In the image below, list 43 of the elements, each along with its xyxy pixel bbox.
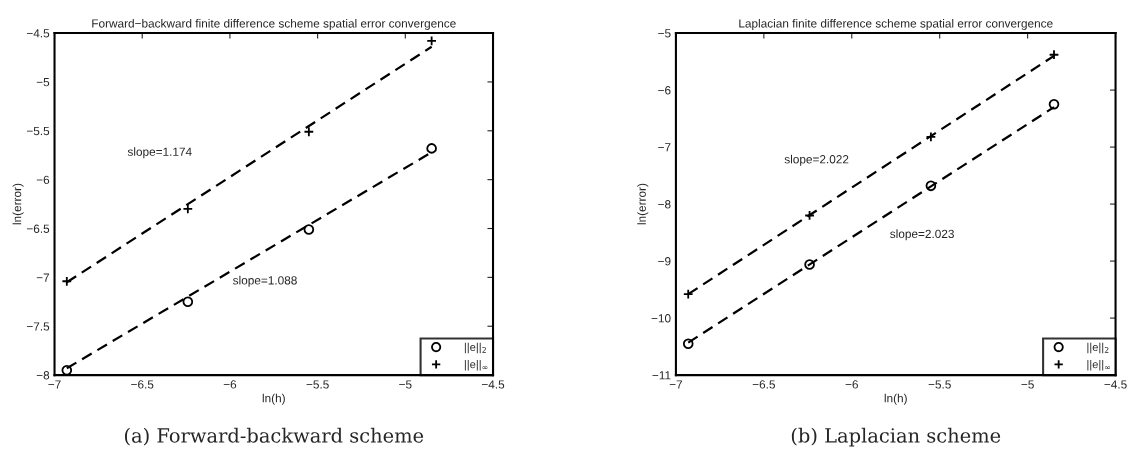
y-axis-title: ln(error) — [12, 183, 24, 225]
x-tick-label: −7 — [669, 380, 683, 389]
x-tick-label: −5 — [1021, 380, 1034, 389]
y-tick-label: −5.5 — [26, 126, 50, 136]
legend-label: ||e||$_{2}$ — [464, 342, 486, 354]
legend-label: ||e||$_{∞}$ — [464, 360, 488, 371]
y-tick-label: −6 — [36, 175, 50, 185]
chart-title: Forward−backward finite difference scheme spatial error convergence — [92, 18, 456, 30]
x-tick-label: −6.5 — [752, 380, 775, 389]
annotation: slope=2.023 — [890, 229, 954, 241]
y-tick-label: −4.5 — [26, 29, 50, 38]
annotation: slope=2.022 — [784, 154, 849, 166]
legend-label: ||e||$_{∞}$ — [1087, 360, 1110, 371]
x-tick-label: −4.5 — [1104, 380, 1127, 389]
x-tick-label: −6 — [845, 380, 858, 389]
x-tick-label: −6.5 — [131, 380, 154, 389]
y-tick-label: −5 — [36, 78, 50, 87]
y-tick-label: −10 — [651, 314, 671, 323]
x-tick-label: −5.5 — [928, 380, 951, 389]
y-tick-label: −8 — [36, 371, 50, 380]
annotation: slope=1.088 — [233, 275, 297, 287]
y-tick-label: −8 — [658, 200, 671, 209]
x-tick-label: −6 — [223, 380, 237, 389]
y-tick-label: −7.5 — [26, 322, 50, 331]
x-tick-label: −4.5 — [481, 380, 505, 389]
x-tick-label: −5 — [399, 380, 412, 389]
x-axis-title: ln(h) — [884, 393, 907, 405]
x-tick-label: −7 — [48, 380, 61, 389]
y-tick-label: −5 — [658, 29, 671, 38]
y-tick-label: −6.5 — [26, 224, 50, 233]
text: (a) Forward-backward scheme — [125, 427, 424, 446]
y-tick-label: −11 — [652, 371, 671, 380]
x-axis-title: ln(h) — [262, 393, 285, 405]
chart-title: Laplacian finite difference scheme spatial error convergence — [739, 18, 1053, 30]
annotation: slope=1.174 — [127, 147, 192, 159]
x-tick-label: −5.5 — [306, 380, 329, 389]
y-axis-title: ln(error) — [637, 183, 649, 225]
y-tick-label: −7 — [36, 273, 50, 282]
y-tick-label: −9 — [658, 257, 671, 266]
y-tick-label: −7 — [658, 143, 671, 152]
y-tick-label: −6 — [658, 86, 671, 95]
text: (b) Laplacian scheme — [791, 427, 1001, 447]
legend-label: ||e||$_{2}$ — [1087, 342, 1109, 354]
